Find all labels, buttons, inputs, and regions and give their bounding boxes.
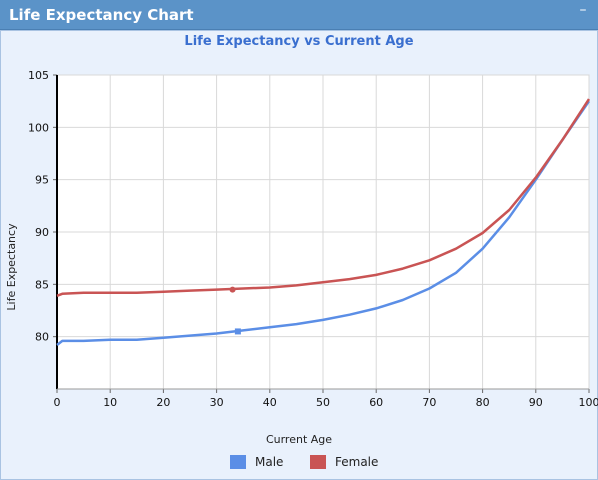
x-tick-label: 80 — [476, 396, 490, 409]
series-marker-female — [229, 286, 236, 293]
life-expectancy-chart: Life Expectancy vs Current Age 0 10 20 30 40… — [5, 34, 598, 469]
x-tick-label: 10 — [103, 396, 117, 409]
legend-label-male: Male — [255, 455, 283, 469]
y-tick-label: 100 — [28, 121, 49, 134]
y-tick-label: 105 — [28, 69, 49, 82]
window-titlebar: Life Expectancy Chart – — [0, 0, 598, 30]
series-line-male — [56, 100, 591, 346]
x-tick-label: 40 — [263, 396, 277, 409]
chart-title: Life Expectancy vs Current Age — [184, 34, 413, 49]
y-tick-label: 95 — [35, 174, 49, 187]
x-tick-label: 20 — [156, 396, 170, 409]
y-tick-label: 90 — [35, 226, 49, 239]
x-tick-label: 70 — [422, 396, 436, 409]
x-tick-label: 60 — [369, 396, 383, 409]
series-marker-male — [234, 328, 241, 335]
gridlines — [56, 74, 590, 389]
y-tick-label: 85 — [35, 278, 49, 291]
x-tick-label: 50 — [316, 396, 330, 409]
minimize-icon[interactable]: – — [579, 2, 587, 18]
series-line-female — [56, 98, 591, 297]
legend-swatch-male — [230, 455, 246, 469]
series-lines — [56, 98, 591, 346]
x-tick-label: 90 — [529, 396, 543, 409]
legend-swatch-female — [310, 455, 326, 469]
legend-label-female: Female — [335, 455, 378, 469]
window-title: Life Expectancy Chart — [9, 6, 194, 24]
x-tick-label: 100 — [579, 396, 598, 409]
x-tick-label: 0 — [54, 396, 61, 409]
axis-ticks: 0 10 20 30 40 50 60 70 80 90 100 80 85 90 95 100 105 — [28, 69, 598, 409]
legend: Male Female — [230, 455, 378, 469]
x-axis-title: Current Age — [266, 433, 332, 446]
x-tick-label: 30 — [210, 396, 224, 409]
y-tick-label: 80 — [35, 331, 49, 344]
y-axis-title: Life Expectancy — [5, 223, 18, 311]
